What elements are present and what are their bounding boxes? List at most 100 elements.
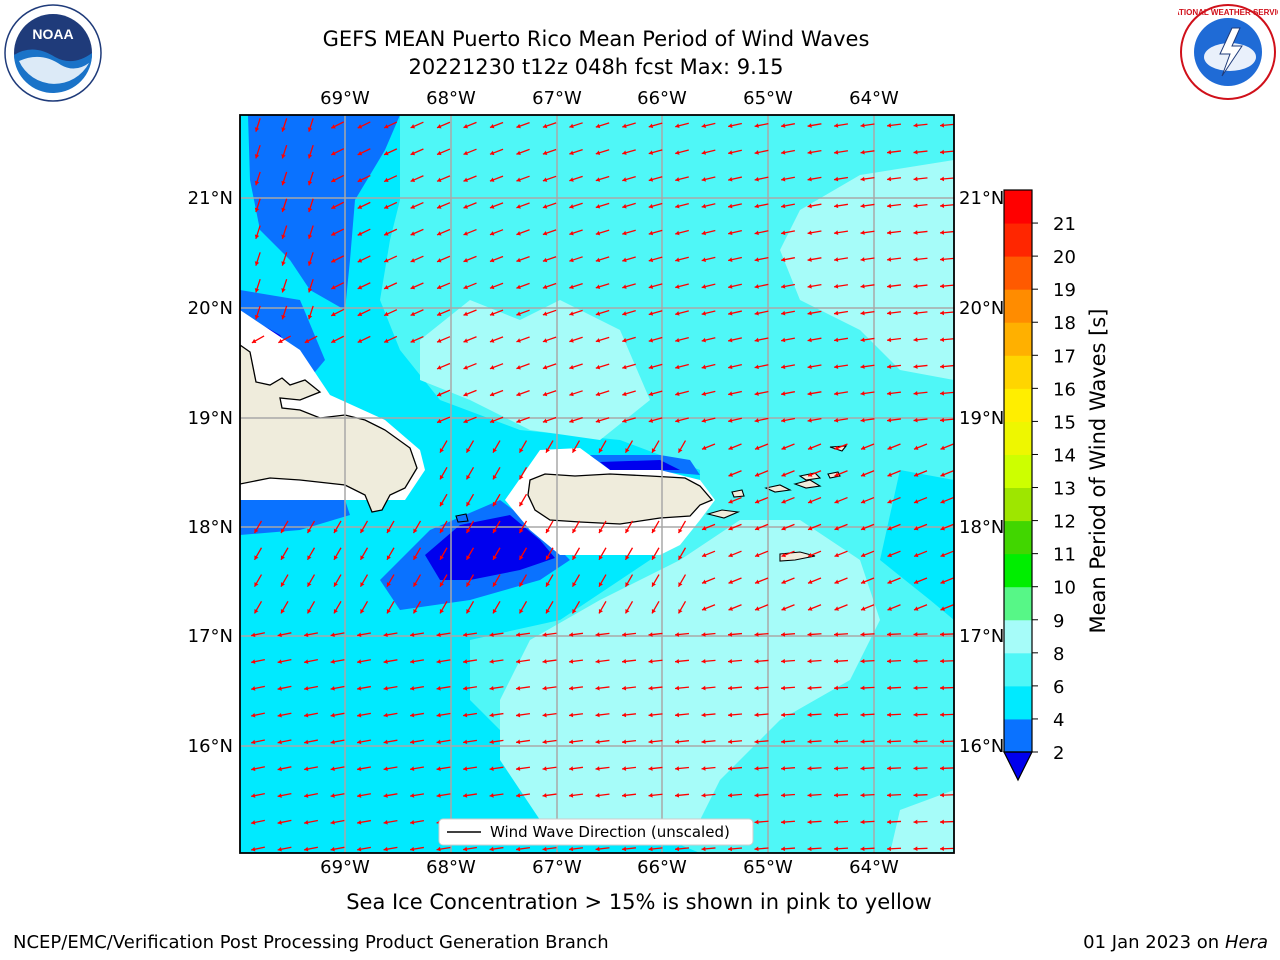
wave-direction-arrowhead: [519, 528, 524, 534]
wave-direction-arrowhead: [542, 177, 548, 182]
wave-direction-arrowhead: [437, 284, 442, 290]
wave-direction-arrowhead: [516, 712, 521, 718]
wave-direction-arrowhead: [331, 258, 336, 263]
wave-direction-arrowhead: [728, 526, 733, 531]
wave-direction-arrowhead: [887, 579, 892, 584]
wave-direction-arrowhead: [834, 846, 839, 852]
wave-direction-arrowhead: [489, 418, 495, 424]
wave-direction-arrowhead: [754, 203, 759, 209]
wave-direction-arrowhead: [622, 123, 627, 129]
wave-direction-arrowhead: [887, 337, 892, 343]
wave-direction-arrowhead: [331, 338, 336, 343]
wave-direction-arrowhead: [489, 338, 495, 343]
wave-direction-arrowhead: [330, 793, 335, 798]
wave-direction-arrowhead: [648, 391, 654, 397]
wave-direction-arrowhead: [754, 846, 759, 852]
wave-direction-arrowhead: [410, 846, 415, 852]
wave-direction-arrowhead: [437, 365, 442, 370]
wave-direction-arrowhead: [728, 177, 733, 182]
wave-direction-arrowhead: [489, 632, 494, 637]
wave-direction-arrowhead: [519, 608, 524, 614]
wave-direction-arrowhead: [940, 792, 944, 798]
wave-direction-arrowhead: [516, 739, 521, 745]
wave-direction-arrowhead: [251, 766, 256, 772]
wave-direction-arrowhead: [675, 712, 680, 718]
wave-direction-arrowhead: [651, 582, 656, 587]
wave-direction-arrowhead: [648, 338, 654, 343]
wave-direction-arrowhead: [277, 793, 282, 798]
map-frame: [239, 114, 955, 854]
wave-direction-arrowhead: [648, 230, 654, 236]
wave-direction-arrowhead: [251, 686, 256, 691]
wave-direction-arrowhead: [808, 472, 813, 477]
wave-direction-arrowhead: [913, 658, 918, 664]
wave-direction-arrowhead: [384, 311, 389, 317]
wave-direction-arrowhead: [516, 365, 521, 370]
wave-direction-arrowhead: [463, 418, 468, 424]
wave-direction-arrowhead: [940, 337, 945, 342]
wave-direction-arrowhead: [887, 283, 892, 289]
wave-direction-arrowhead: [595, 659, 600, 664]
wave-direction-arrowhead: [887, 632, 891, 637]
wave-direction-arrowhead: [383, 739, 388, 745]
wave-direction-arrowhead: [781, 739, 786, 744]
wave-direction-arrowhead: [807, 418, 812, 423]
wave-direction-arrowhead: [781, 766, 786, 771]
lat-label-right: 16°N: [959, 736, 1004, 757]
wave-direction-arrowhead: [702, 606, 707, 611]
wave-direction-arrowhead: [304, 338, 310, 343]
wave-direction-arrowhead: [834, 766, 839, 771]
virgin-islands-st-thomas: [764, 484, 792, 493]
wave-direction-arrowhead: [651, 528, 656, 534]
wave-direction-arrowhead: [701, 284, 706, 289]
wave-direction-arrowhead: [307, 314, 313, 320]
wave-direction-arrowhead: [410, 632, 415, 638]
wave-direction-arrowhead: [542, 685, 547, 691]
colorbar-segment: [1004, 487, 1032, 522]
lon-label-top: 64°W: [849, 88, 899, 109]
wave-direction-arrowhead: [648, 257, 654, 263]
wave-direction-arrowhead: [330, 659, 335, 664]
wave-direction-arrowhead: [622, 338, 627, 343]
wave-direction-arrowhead: [463, 231, 468, 236]
wave-direction-arrowhead: [701, 418, 706, 423]
wave-direction-arrowhead: [436, 686, 441, 691]
wave-direction-arrowhead: [701, 632, 706, 637]
wave-direction-arrowhead: [887, 203, 892, 209]
wave-direction-arrowhead: [755, 579, 760, 584]
wave-direction-arrowhead: [436, 659, 441, 664]
wave-direction-arrowhead: [728, 123, 733, 128]
wave-direction-arrowhead: [410, 686, 415, 691]
wave-direction-arrowhead: [545, 528, 550, 534]
wave-direction-arrowhead: [754, 337, 759, 343]
wave-direction-arrowhead: [463, 150, 468, 156]
wave-direction-arrowhead: [572, 582, 577, 587]
wave-direction-arrowhead: [254, 582, 259, 587]
wave-direction-arrowhead: [807, 739, 812, 744]
wave-direction-arrowhead: [622, 793, 627, 798]
wave-direction-arrowhead: [595, 391, 601, 397]
wave-direction-arrowhead: [463, 177, 468, 182]
wave-direction-arrowhead: [281, 234, 286, 239]
wave-direction-arrowhead: [383, 820, 388, 825]
wave-direction-arrowhead: [834, 712, 839, 718]
wave-direction-arrowhead: [383, 766, 388, 772]
wave-direction-arrowhead: [304, 632, 309, 638]
wave-direction-arrowhead: [569, 338, 574, 343]
wave-direction-arrowhead: [781, 658, 786, 664]
wave-direction-arrowhead: [357, 659, 362, 664]
colorbar-tick-label: 9: [1053, 611, 1064, 632]
wave-direction-arrowhead: [754, 364, 759, 370]
wave-direction-arrowhead: [489, 231, 495, 236]
wave-direction-arrowhead: [569, 311, 574, 316]
wave-direction-arrowhead: [251, 338, 257, 343]
wave-direction-arrowhead: [755, 606, 760, 611]
wave-direction-arrowhead: [887, 230, 892, 235]
colorbar-segment: [1004, 355, 1032, 389]
wave-direction-arrowhead: [280, 528, 285, 534]
wave-direction-arrowhead: [277, 739, 282, 745]
wave-direction-arrowhead: [807, 364, 812, 370]
wave-direction-arrowhead: [277, 766, 282, 772]
colorbar-segment: [1004, 685, 1032, 720]
wave-direction-arrowhead: [542, 257, 548, 263]
